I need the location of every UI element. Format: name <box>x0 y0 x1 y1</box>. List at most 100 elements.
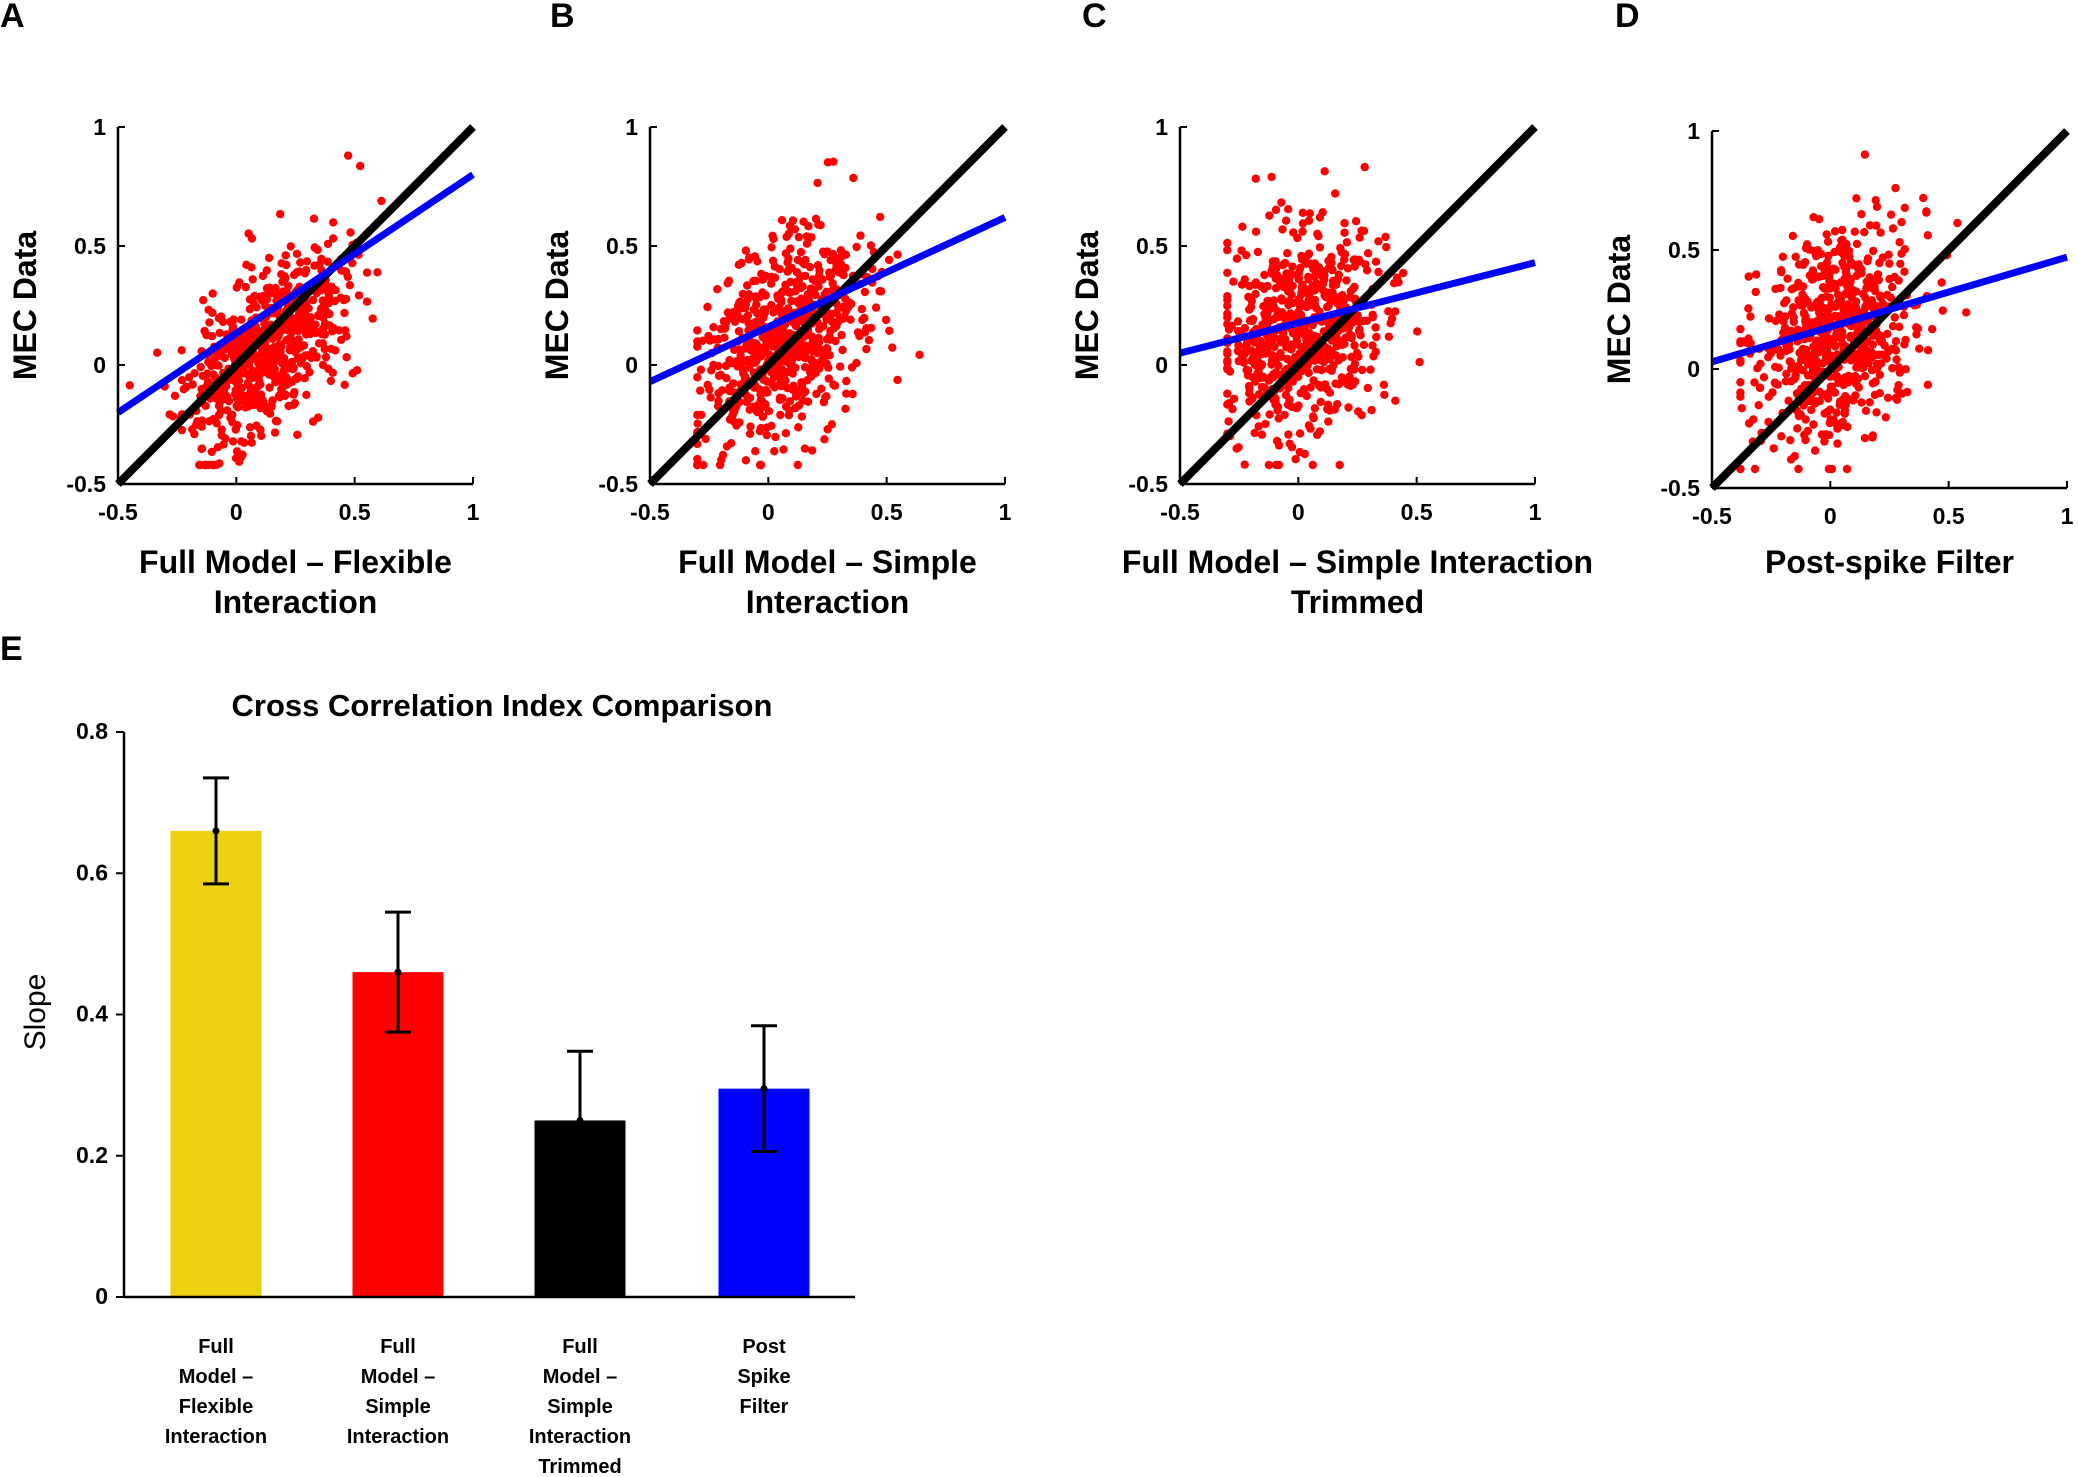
scatter-point <box>1823 237 1833 246</box>
scatter-point <box>1295 429 1305 438</box>
scatter-point <box>329 234 338 243</box>
scatter-point <box>876 212 885 222</box>
scatter-point <box>1323 404 1332 414</box>
scatter-point <box>1928 324 1937 334</box>
scatter-point <box>780 331 790 340</box>
scatter-point <box>1271 368 1280 377</box>
scatter-point <box>732 421 741 430</box>
scatter-point <box>1867 283 1876 293</box>
y-tick-label: 1 <box>1687 118 1700 144</box>
scatter-point <box>1328 265 1337 275</box>
scatter-point <box>1937 278 1946 287</box>
scatter-point <box>273 417 282 426</box>
scatter-point <box>1277 294 1286 303</box>
scatter-point <box>710 335 719 344</box>
scatter-point <box>232 283 241 292</box>
scatter-point <box>1833 312 1843 321</box>
scatter-point <box>761 333 770 343</box>
scatter-point <box>1865 221 1875 230</box>
scatter-point <box>730 345 739 354</box>
scatter-point <box>1814 304 1823 313</box>
y-tick-label: -0.5 <box>66 471 106 497</box>
scatter-point <box>781 249 791 258</box>
bar-y-tick-label: 0.4 <box>76 1001 108 1027</box>
scatter-point <box>1261 419 1270 429</box>
scatter-point <box>1228 404 1237 414</box>
scatter-point <box>793 460 802 470</box>
scatter-point <box>1354 407 1363 416</box>
scatter-point <box>760 343 770 352</box>
scatter-point <box>1923 346 1933 355</box>
scatter-point <box>1822 230 1831 239</box>
x-axis-label-d: Post-spike Filter <box>1765 544 2014 580</box>
scatter-point <box>1299 385 1309 394</box>
scatter-point <box>1350 341 1359 350</box>
scatter-point <box>340 380 349 389</box>
scatter-point <box>1903 387 1912 397</box>
scatter-point <box>797 294 806 303</box>
scatter-point <box>1371 323 1380 332</box>
scatter-point <box>824 374 833 383</box>
bar-y-tick-label: 0.8 <box>76 718 108 744</box>
scatter-point <box>272 346 281 355</box>
scatter-point <box>1871 301 1880 310</box>
scatter-point <box>281 274 290 283</box>
scatter-point <box>1880 341 1889 350</box>
scatter-point <box>239 342 249 352</box>
scatter-point <box>1294 268 1304 277</box>
scatter-point <box>1820 437 1829 446</box>
scatter-point <box>341 326 350 335</box>
scatter-point <box>208 460 217 470</box>
scatter-point <box>1272 436 1282 446</box>
scatter-point <box>808 446 817 455</box>
scatter-point <box>1363 383 1373 393</box>
scatter-point <box>835 268 844 277</box>
scatter-point <box>705 385 714 394</box>
scatter-point <box>1775 310 1784 319</box>
scatter-point <box>734 327 744 336</box>
scatter-point <box>1779 328 1788 337</box>
scatter-point <box>1223 347 1232 356</box>
scatter-point <box>368 314 377 323</box>
scatter-point <box>1891 337 1901 346</box>
scatter-point <box>1391 396 1400 405</box>
scatter-point <box>292 249 302 258</box>
scatter-point <box>1298 255 1307 264</box>
scatter-point <box>329 218 338 227</box>
scatter-point <box>1363 249 1373 258</box>
scatter-point <box>1381 232 1390 242</box>
scatter-point <box>1787 309 1797 318</box>
scatter-point <box>1809 213 1818 222</box>
scatter-point <box>282 373 291 382</box>
scatter-point <box>1753 364 1762 373</box>
scatter-point <box>1371 257 1381 266</box>
scatter-point <box>1308 460 1318 470</box>
scatter-point <box>1265 211 1274 220</box>
scatter-point <box>1285 439 1294 448</box>
scatter-point <box>1298 219 1308 228</box>
scatter-point <box>1766 349 1776 358</box>
scatter-point <box>1901 335 1910 345</box>
y-tick-label: -0.5 <box>1660 475 1700 501</box>
scatter-point <box>796 248 806 257</box>
scatter-point <box>1892 395 1902 404</box>
scatter-point <box>717 455 726 464</box>
scatter-point <box>729 379 738 388</box>
scatter-point <box>718 386 727 395</box>
scatter-point <box>1262 339 1271 348</box>
scatter-point <box>241 282 250 292</box>
scatter-point <box>1294 274 1303 284</box>
scatter-point <box>248 275 257 284</box>
scatter-point <box>1861 406 1871 415</box>
scatter-point <box>1382 242 1391 252</box>
scatter-point <box>1255 336 1265 345</box>
x-axis-label-b: Full Model – Simple <box>678 544 977 580</box>
scatter-point <box>262 407 272 416</box>
scatter-point <box>1325 388 1335 397</box>
scatter-point <box>1265 304 1275 314</box>
scatter-point <box>1900 267 1909 276</box>
scatter-point <box>696 365 706 374</box>
bar-category-label-3: Simple <box>547 1396 613 1418</box>
scatter-point <box>1776 283 1785 293</box>
x-tick-label: 1 <box>999 499 1012 525</box>
